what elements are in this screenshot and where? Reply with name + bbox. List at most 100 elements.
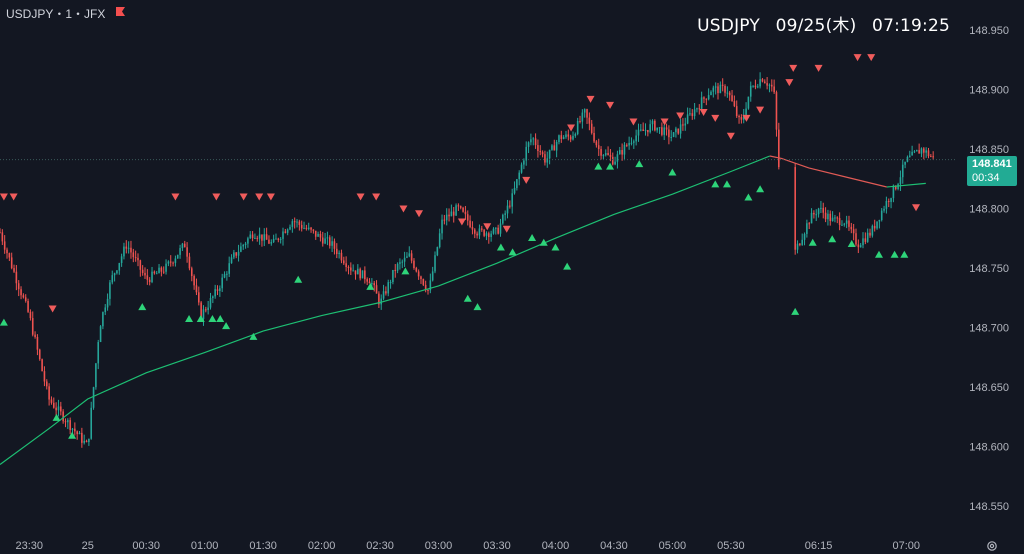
candle-body [857, 244, 860, 248]
candle-body [473, 229, 476, 234]
buy-signal-marker [606, 162, 615, 170]
candle-body [242, 245, 245, 247]
sell-signal-marker [867, 54, 876, 62]
candle-body [693, 109, 696, 117]
candle-body [305, 227, 308, 229]
y-tick-label: 148.850 [969, 144, 1009, 156]
candle-body [799, 243, 801, 245]
sell-signal-marker [814, 64, 823, 72]
candle-body [417, 271, 420, 277]
candle-body [794, 167, 796, 250]
candle-body [740, 117, 743, 120]
candle-body [279, 238, 282, 240]
buy-signal-marker [294, 275, 303, 283]
candle-body [616, 154, 619, 162]
candle-body [668, 129, 670, 138]
candle-body [71, 428, 74, 430]
candle-body [880, 210, 883, 220]
candle-body [48, 386, 50, 400]
candle-body [600, 149, 602, 156]
candle-body [371, 283, 373, 285]
candle-body [649, 124, 651, 133]
candle-body [258, 234, 261, 239]
sell-signal-marker [9, 193, 18, 201]
candle-body [834, 217, 836, 219]
candle-body [326, 237, 329, 239]
x-tick-label: 23:30 [15, 540, 43, 552]
x-tick-label: 01:00 [191, 540, 219, 552]
candle-body [597, 145, 600, 150]
candle-body [256, 237, 259, 239]
candle-body [22, 295, 25, 298]
candle-body [319, 233, 322, 238]
candle-body [635, 135, 637, 142]
candle-body [36, 336, 39, 350]
candle-body [930, 156, 932, 158]
buy-signal-marker [551, 243, 560, 251]
candle-body [424, 284, 427, 290]
candle-body [52, 402, 55, 408]
candle-body [721, 84, 724, 86]
buy-signal-marker [249, 332, 258, 340]
candle-body [385, 291, 387, 294]
buy-signal-marker [847, 239, 856, 247]
candle-body [614, 161, 616, 165]
candle-body [747, 96, 750, 109]
candle-body [10, 257, 13, 269]
candle-body [20, 289, 22, 296]
candle-body [359, 268, 361, 279]
candle-body [899, 177, 902, 185]
flag-icon[interactable] [116, 7, 125, 16]
candle-body [770, 84, 773, 87]
candle-body [125, 246, 128, 249]
sell-signal-marker [457, 218, 466, 226]
candle-body [457, 205, 460, 207]
candle-body [216, 289, 219, 292]
candle-body [492, 228, 495, 234]
candle-body [525, 146, 528, 161]
candle-body [724, 85, 726, 93]
candle-body [160, 267, 163, 272]
candle-body [85, 440, 88, 443]
candle-body [663, 127, 666, 135]
candle-body [611, 156, 614, 165]
sell-signal-marker [567, 124, 576, 132]
candle-body [534, 138, 537, 146]
x-tick-label: 04:30 [600, 540, 628, 552]
candle-body [593, 132, 595, 142]
candle-body [104, 307, 107, 313]
candle-body [885, 200, 888, 209]
candle-body [803, 233, 806, 240]
candle-body [859, 245, 862, 248]
candle-body [731, 95, 733, 102]
candle-body [328, 237, 331, 246]
gear-icon[interactable] [986, 540, 998, 552]
candle-body [871, 225, 874, 236]
candle-body [602, 155, 605, 157]
candle-body [749, 85, 752, 97]
candle-body [466, 214, 469, 221]
candle-body [700, 97, 703, 109]
candle-body [221, 277, 223, 289]
candle-body [815, 214, 818, 216]
symbol-label[interactable]: USDJPY・1・JFX [6, 7, 106, 21]
candle-body [202, 309, 205, 319]
candle-body [413, 260, 415, 269]
sell-signal-marker [711, 114, 720, 122]
candle-body [523, 160, 525, 165]
candle-body [459, 206, 462, 208]
candle-body [188, 256, 191, 269]
candle-body [1, 232, 4, 242]
sell-signal-marker [676, 112, 685, 120]
candle-body [455, 205, 457, 216]
candle-body [69, 420, 71, 430]
sell-signal-marker [48, 305, 57, 313]
candle-body [134, 257, 137, 259]
candle-body [387, 282, 390, 294]
candle-body [338, 252, 340, 254]
candle-body [644, 129, 647, 131]
candle-body [873, 225, 876, 229]
candle-body [153, 271, 156, 274]
header-quote: USDJPY 09/25(木) 07:19:25 [697, 11, 950, 36]
